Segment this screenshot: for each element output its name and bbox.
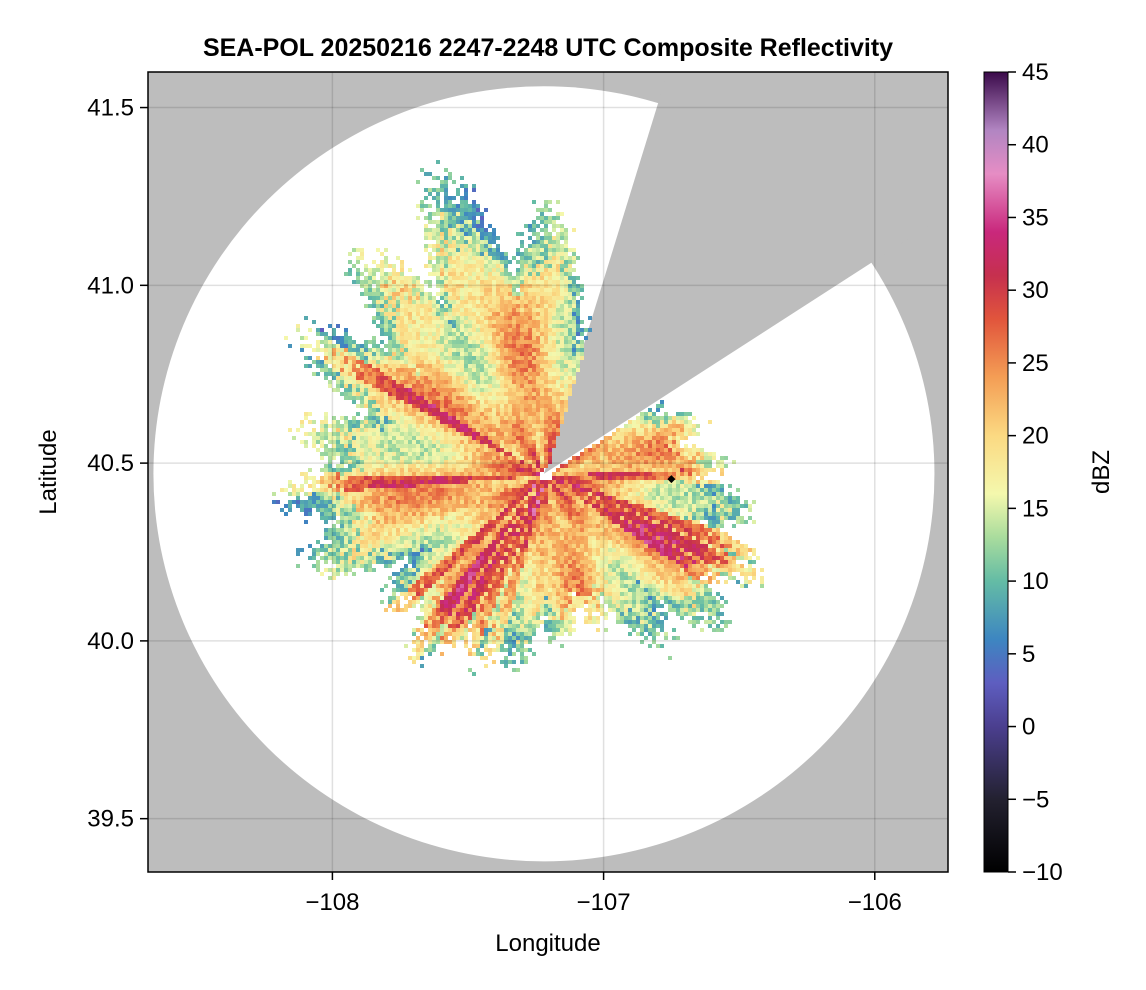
station-marker <box>667 475 676 484</box>
y-axis-label: Latitude <box>35 429 62 514</box>
plot-area <box>147 71 949 873</box>
x-axis-label: Longitude <box>495 930 600 957</box>
colorbar-tick-label: 0 <box>1022 714 1035 741</box>
colorbar-tick-label: 25 <box>1022 350 1049 377</box>
colorbar-tick-label: 15 <box>1022 495 1049 522</box>
plot-frame <box>147 71 949 873</box>
colorbar-tick-label: 10 <box>1022 568 1049 595</box>
x-axis: −108 −107 −106 Longitude <box>305 872 902 957</box>
x-tick-label: −108 <box>305 889 359 916</box>
colorbar: −10 −5 0 5 10 15 20 25 30 35 40 45 dBZ <box>983 59 1115 886</box>
y-tick-label: 40.5 <box>87 450 134 477</box>
colorbar-tick-label: 30 <box>1022 277 1049 304</box>
y-tick-label: 39.5 <box>87 806 134 833</box>
colorbar-gradient <box>983 71 1009 873</box>
reflectivity-field <box>272 160 764 676</box>
y-tick-label: 41.5 <box>87 95 134 122</box>
colorbar-label: dBZ <box>1088 450 1115 494</box>
colorbar-tick-label: −5 <box>1022 786 1049 813</box>
colorbar-tick-label: 5 <box>1022 641 1035 668</box>
x-tick-label: −106 <box>848 889 902 916</box>
y-tick-label: 41.0 <box>87 272 134 299</box>
grid <box>148 72 948 872</box>
colorbar-tick-label: 20 <box>1022 423 1049 450</box>
colorbar-tick-label: −10 <box>1022 859 1063 886</box>
y-axis: 39.5 40.0 40.5 41.0 41.5 Latitude <box>35 95 148 833</box>
x-tick-label: −107 <box>577 889 631 916</box>
colorbar-tick-label: 45 <box>1022 59 1049 86</box>
blocked-sector <box>543 72 937 474</box>
colorbar-tick-label: 35 <box>1022 204 1049 231</box>
chart-title: SEA-POL 20250216 2247-2248 UTC Composite… <box>202 34 894 62</box>
colorbar-tick-label: 40 <box>1022 132 1049 159</box>
y-tick-label: 40.0 <box>87 628 134 655</box>
